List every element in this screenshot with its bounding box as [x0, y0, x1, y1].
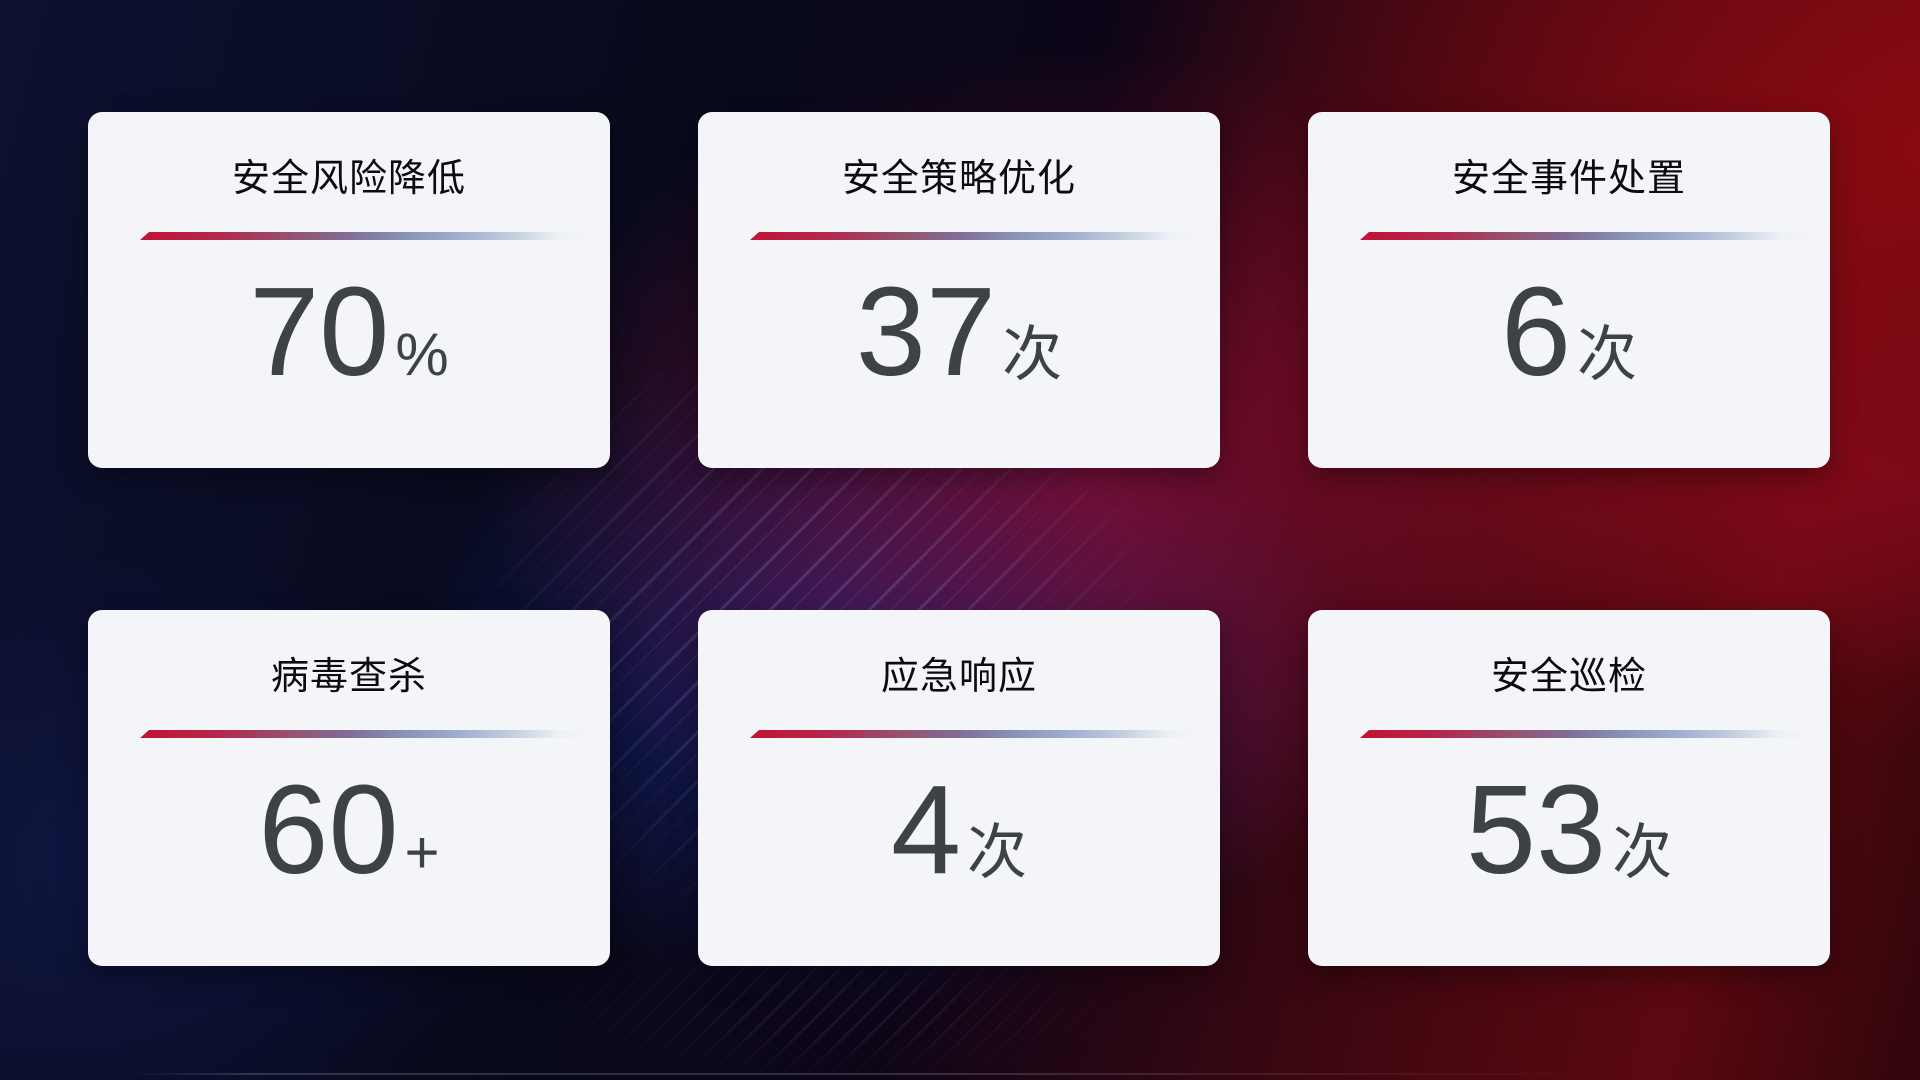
- card-title: 安全巡检: [1490, 656, 1647, 698]
- card-value: 60 +: [88, 766, 610, 933]
- value-unit: 次: [1612, 819, 1673, 886]
- value-number: 4: [890, 759, 962, 900]
- card-value: 70%: [88, 268, 610, 435]
- card-title: 安全事件处置: [1451, 158, 1686, 200]
- value-number: 53: [1465, 759, 1607, 900]
- stat-card-security-risk-reduction: 安全风险降低 70%: [88, 112, 610, 468]
- card-title: 安全策略优化: [841, 158, 1076, 200]
- gradient-divider: [750, 232, 1204, 240]
- value-unit: 次: [1577, 321, 1638, 388]
- stat-card-virus-scan: 病毒查杀 60 +: [88, 610, 610, 966]
- card-title: 安全风险降低: [231, 158, 466, 200]
- card-value: 53 次: [1308, 766, 1830, 933]
- card-value: 37 次: [698, 268, 1220, 435]
- gradient-divider: [750, 730, 1204, 738]
- value-number: 37: [855, 261, 997, 402]
- gradient-divider: [1360, 232, 1814, 240]
- stat-card-security-inspection: 安全巡检 53 次: [1308, 610, 1830, 966]
- value-unit: 次: [967, 819, 1028, 886]
- value-number: 6: [1500, 261, 1572, 402]
- card-title: 应急响应: [880, 656, 1037, 698]
- value-unit: 次: [1002, 321, 1063, 388]
- value-number: 70: [249, 261, 390, 402]
- gradient-divider: [140, 730, 594, 738]
- value-unit: +: [404, 819, 440, 886]
- card-title: 病毒查杀: [270, 656, 427, 698]
- bottom-glow-line: [130, 1073, 1610, 1075]
- gradient-divider: [140, 232, 594, 240]
- stat-card-policy-optimization: 安全策略优化 37 次: [698, 112, 1220, 468]
- gradient-divider: [1360, 730, 1814, 738]
- value-unit: %: [395, 321, 449, 388]
- value-number: 60: [258, 759, 399, 900]
